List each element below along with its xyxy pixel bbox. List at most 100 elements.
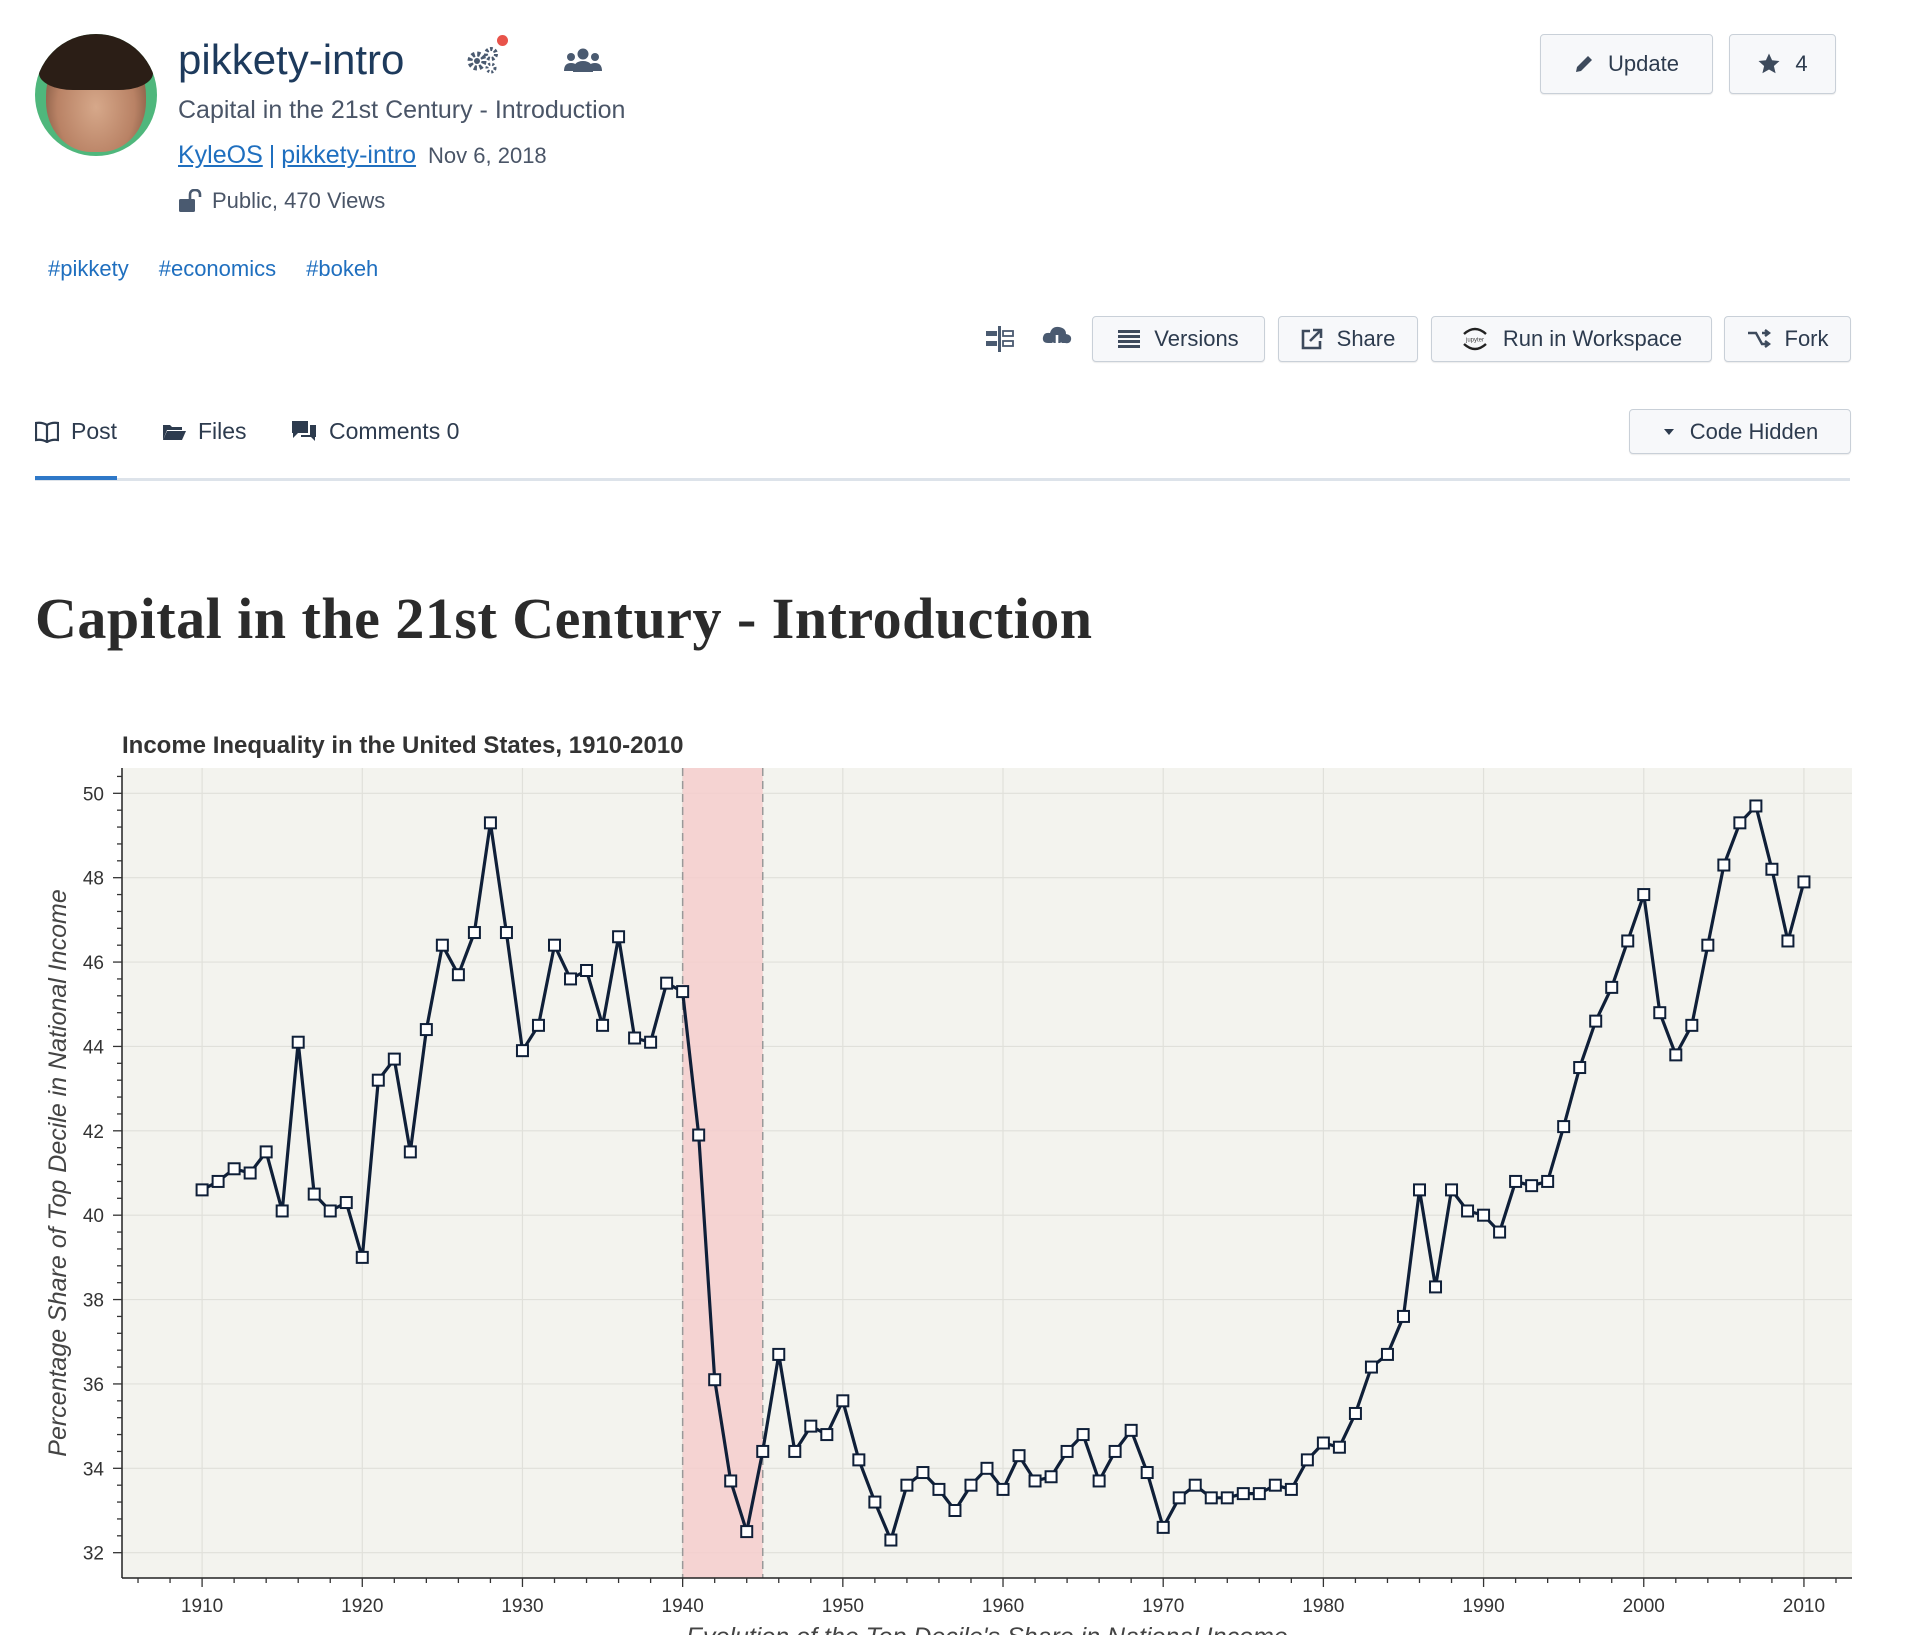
star-button[interactable]: 4 (1729, 34, 1836, 94)
data-point (1044, 1470, 1058, 1484)
data-point (1797, 875, 1811, 889)
data-point (820, 1428, 834, 1442)
update-button[interactable]: Update (1540, 34, 1713, 94)
tag-list: #pikkety #economics #bokeh (48, 256, 378, 282)
data-point (387, 1052, 401, 1066)
data-point (1396, 1309, 1410, 1323)
data-point (1252, 1487, 1266, 1501)
visibility-text: Public, 470 Views (212, 188, 386, 213)
run-in-workspace-button[interactable]: jupyter Run in Workspace (1431, 316, 1712, 362)
data-point (1701, 938, 1715, 952)
jupyter-icon: jupyter (1463, 327, 1487, 351)
tag-item[interactable]: #bokeh (306, 256, 379, 281)
data-point (564, 972, 578, 986)
data-point (1733, 816, 1747, 830)
y-tick-label: 36 (83, 1375, 104, 1396)
fork-button[interactable]: Fork (1724, 316, 1851, 362)
data-point (307, 1187, 321, 1201)
x-axis-label: Evolution of the Top Decile's Share in N… (686, 1623, 1287, 1635)
data-point (676, 985, 690, 999)
data-point (1573, 1061, 1587, 1075)
compare-icon[interactable] (986, 326, 1014, 352)
collaborators-icon[interactable] (564, 47, 602, 73)
tab-post[interactable]: Post (35, 418, 117, 445)
settings-gears-icon[interactable] (466, 46, 500, 74)
star-count: 4 (1795, 51, 1808, 76)
data-point (1124, 1423, 1138, 1437)
data-point (1541, 1174, 1555, 1188)
versions-button[interactable]: Versions (1092, 316, 1265, 362)
data-point (419, 1023, 433, 1037)
x-tick-label: 1930 (501, 1596, 543, 1617)
cloud-download-icon[interactable] (1042, 325, 1072, 353)
notification-dot (497, 35, 508, 46)
data-point (1749, 799, 1763, 813)
data-point (932, 1482, 946, 1496)
data-point (692, 1128, 706, 1142)
x-tick-label: 1980 (1302, 1596, 1344, 1617)
data-point (1765, 862, 1779, 876)
data-point (1316, 1436, 1330, 1450)
data-point (916, 1466, 930, 1480)
page-heading: Capital in the 21st Century - Introducti… (35, 586, 1093, 651)
visibility-info: Public, 470 Views (178, 188, 385, 214)
data-point (1525, 1179, 1539, 1193)
data-point (1477, 1208, 1491, 1222)
data-point (499, 926, 513, 940)
share-button[interactable]: Share (1278, 316, 1418, 362)
y-tick-label: 48 (83, 869, 104, 890)
data-point (1429, 1280, 1443, 1294)
data-point (852, 1453, 866, 1467)
data-point (1493, 1225, 1507, 1239)
data-point (355, 1250, 369, 1264)
data-point (580, 964, 594, 977)
tag-item[interactable]: #economics (158, 256, 277, 281)
x-tick-label: 1990 (1462, 1596, 1504, 1617)
jupyter-text: jupyter (1465, 338, 1484, 344)
versions-label: Versions (1154, 326, 1239, 351)
project-title: pikkety-intro (178, 36, 405, 83)
data-point (1060, 1444, 1074, 1458)
tab-comments[interactable]: Comments 0 (291, 418, 459, 445)
data-point (1172, 1491, 1186, 1505)
data-point (1332, 1440, 1346, 1454)
data-point (804, 1419, 818, 1433)
tabs-divider (35, 478, 1850, 481)
update-label: Update (1608, 51, 1679, 76)
data-point (1781, 934, 1795, 948)
data-point (1012, 1449, 1026, 1463)
data-point (1236, 1487, 1250, 1501)
data-point (515, 1044, 529, 1058)
data-point (900, 1478, 914, 1492)
avatar[interactable] (35, 34, 157, 156)
data-point (1621, 934, 1635, 948)
code-hidden-toggle[interactable]: Code Hidden (1629, 409, 1851, 454)
y-axis-label: Percentage Share of Top Decile in Nation… (44, 889, 72, 1456)
data-point (628, 1031, 642, 1045)
data-point (1364, 1360, 1378, 1374)
data-point (1380, 1347, 1394, 1361)
data-point (660, 976, 674, 990)
income-inequality-chart[interactable]: 1910 1920 1930 1940 1950 1960 1970 1980 1990 2000… (0, 720, 1920, 1640)
data-point (1204, 1491, 1218, 1505)
author-link[interactable]: KyleOS (178, 141, 263, 169)
star-icon (1758, 53, 1780, 74)
share-label: Share (1336, 326, 1396, 351)
data-point (339, 1196, 353, 1210)
tab-files[interactable]: Files (162, 418, 247, 445)
data-point (1140, 1466, 1154, 1480)
data-point (548, 938, 561, 952)
book-icon (35, 421, 59, 443)
data-point (531, 1018, 545, 1032)
data-point (291, 1035, 305, 1049)
data-point (612, 930, 626, 944)
data-point (195, 1183, 209, 1197)
project-link[interactable]: pikkety-intro (281, 141, 417, 169)
fork-icon (1747, 329, 1771, 348)
tag-item[interactable]: #pikkety (48, 256, 129, 281)
y-tick-label: 50 (83, 784, 104, 805)
data-point (467, 926, 481, 940)
data-point (1413, 1183, 1426, 1197)
y-tick-label: 38 (83, 1291, 104, 1312)
y-tick-label: 42 (83, 1122, 104, 1143)
